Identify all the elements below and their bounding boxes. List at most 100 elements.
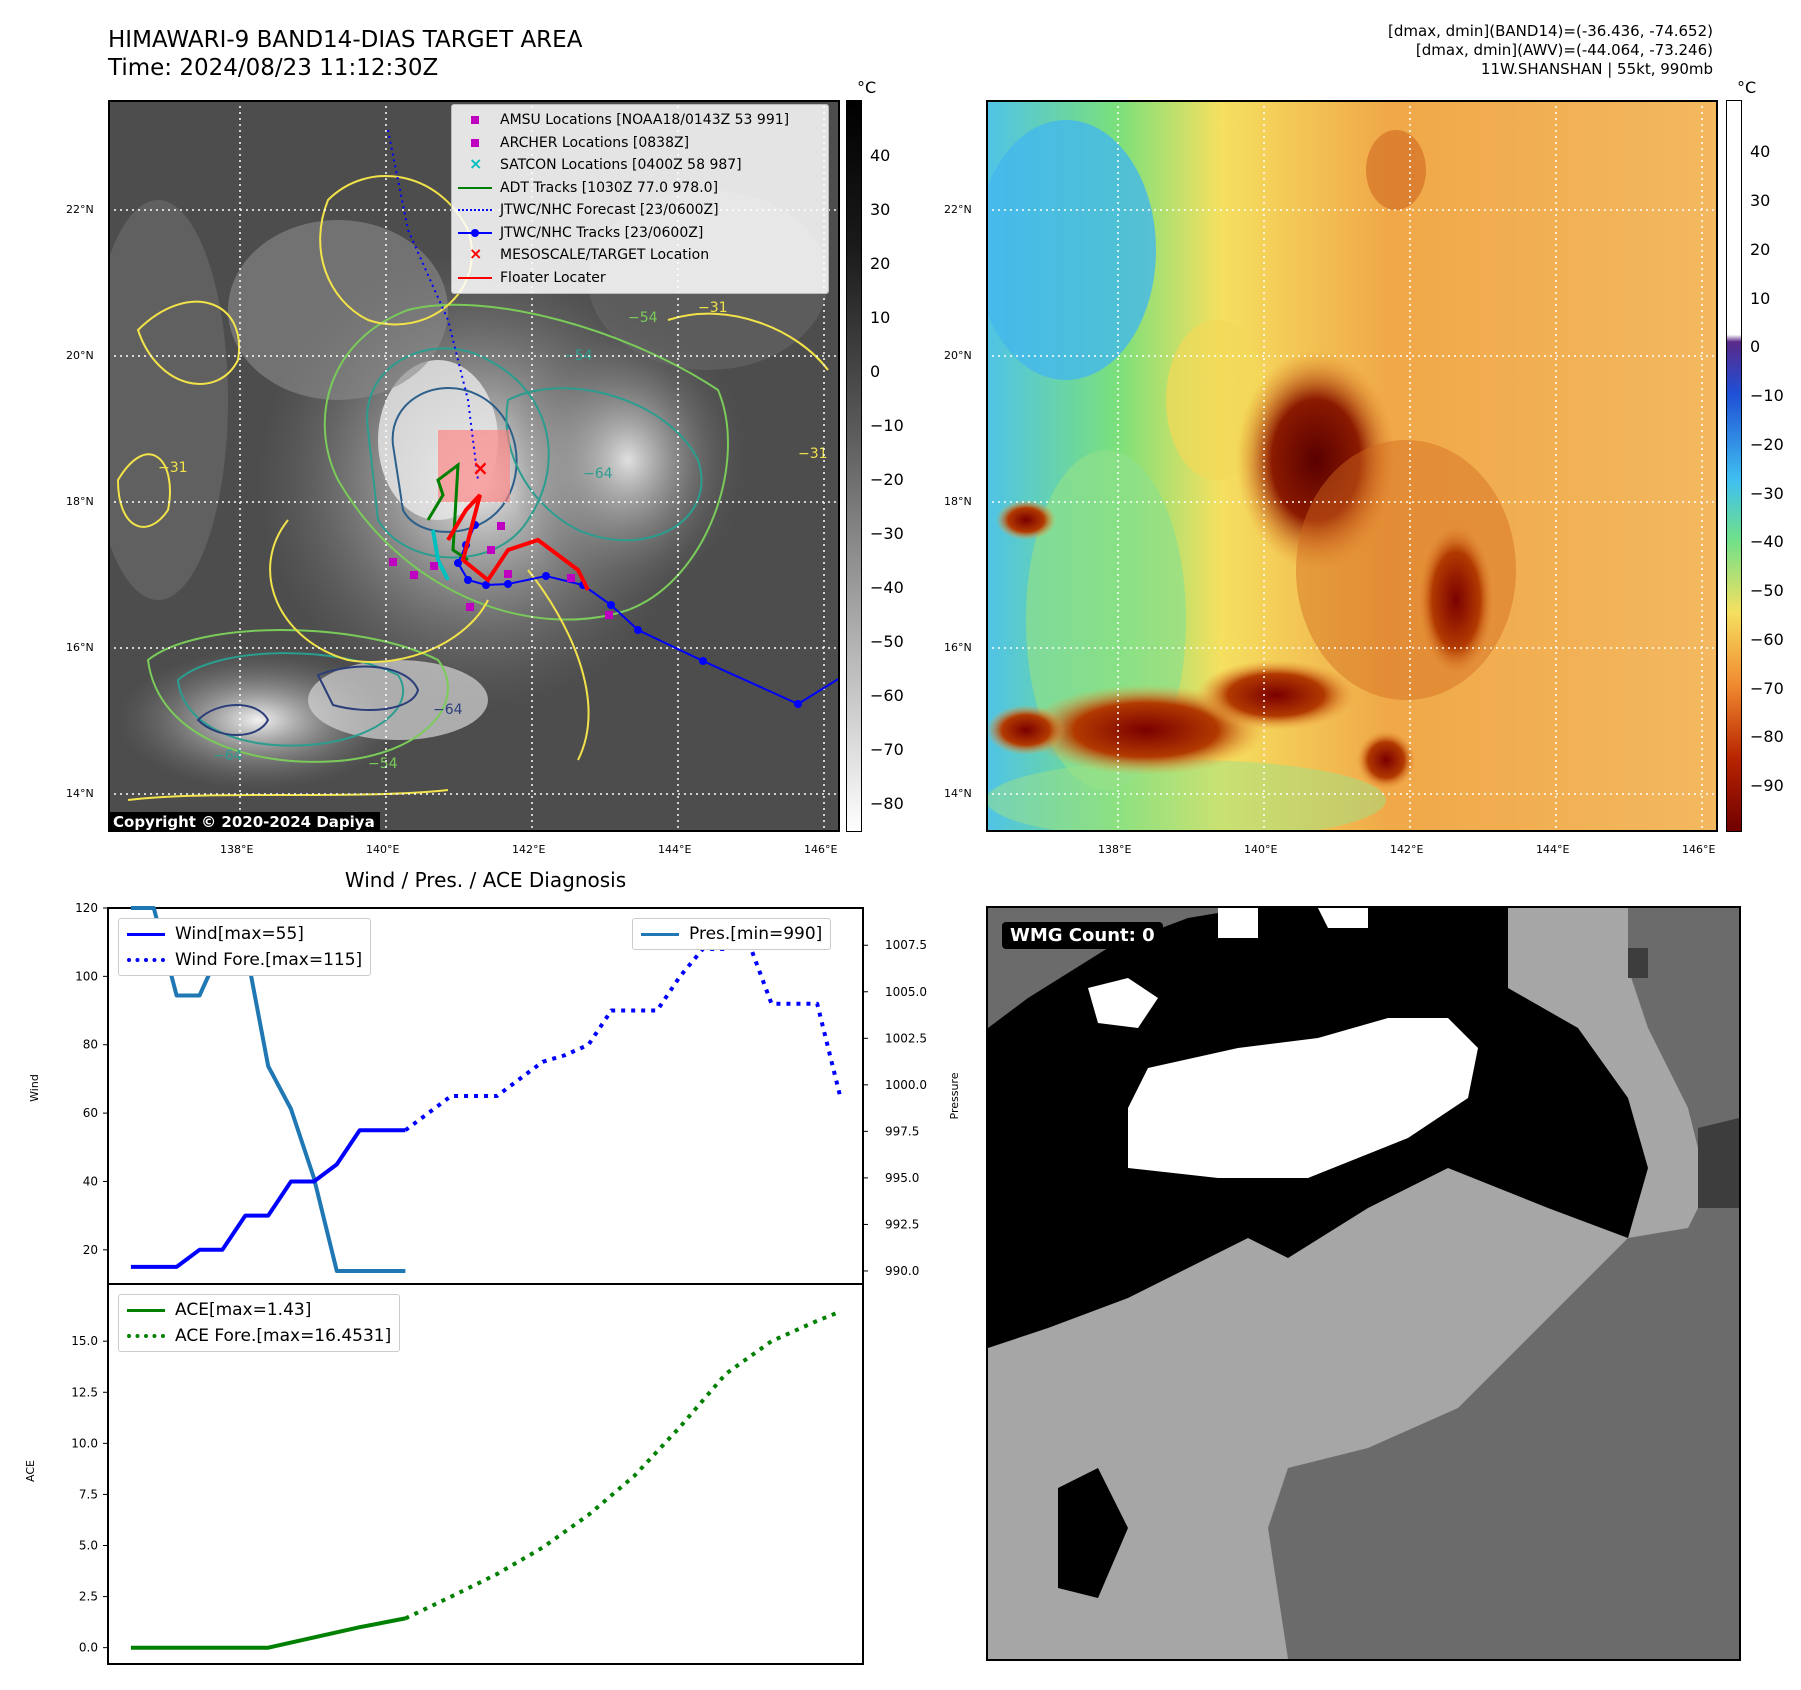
y-tick-label: 60 — [83, 1106, 98, 1120]
storm-meta: [dmax, dmin](BAND14)=(-36.436, -74.652) … — [1388, 22, 1713, 79]
y-tick-label: 0.0 — [79, 1641, 98, 1655]
lat-label: 22°N — [66, 203, 94, 216]
ace-plot-frame — [107, 1283, 864, 1665]
wind-axis-label: Wind — [28, 1074, 41, 1102]
lon-label: 144°E — [658, 843, 692, 856]
lon-label: 138°E — [1098, 843, 1132, 856]
graticule — [986, 100, 1718, 832]
wmg-image — [988, 908, 1739, 1659]
legend-item-wind: Wind[max=55] — [127, 921, 362, 947]
band14-map: −31 −54 −54 −64 −31 −64 −54 −64 −31 — [88, 100, 841, 832]
contour-label: −31 — [698, 300, 728, 316]
line-icon — [458, 181, 492, 195]
lon-label: 142°E — [1390, 843, 1424, 856]
colorbar-tick: 40 — [870, 146, 891, 165]
colorbar-tick: 30 — [870, 200, 891, 219]
legend-item-wind-forecast: Wind Fore.[max=115] — [127, 947, 362, 973]
y-tick-label: 20 — [83, 1243, 98, 1257]
figure-title: HIMAWARI-9 BAND14-DIAS TARGET AREA Time:… — [108, 26, 582, 82]
colorbar-tick: −80 — [1750, 727, 1784, 746]
y-right-tick-label: 990.0 — [885, 1264, 919, 1278]
solid-line-icon — [641, 932, 679, 936]
lon-label: 144°E — [1536, 843, 1570, 856]
legend-item-amsu: AMSU Locations [NOAA18/0143Z 53 991] — [458, 109, 822, 132]
y-right-tick-label: 1005.0 — [885, 985, 927, 999]
dotted-line-icon — [458, 203, 492, 217]
square-marker-icon — [458, 136, 492, 150]
line-icon — [458, 271, 492, 285]
lat-label: 14°N — [944, 787, 972, 800]
contour-label: −64 — [213, 748, 243, 764]
series-line — [130, 1128, 406, 1269]
lon-label: 142°E — [512, 843, 546, 856]
ace-plot: 0.0 2.5 5.0 7.5 10.0 12.5 15.0 — [71, 1283, 864, 1665]
y-right-tick-label: 992.5 — [885, 1217, 919, 1231]
legend-item-jtwc-tracks: JTWC/NHC Tracks [23/0600Z] — [458, 222, 822, 245]
y-right-tick-label: 997.5 — [885, 1124, 919, 1138]
colorbar-tick: 10 — [870, 308, 891, 327]
copyright-badge: Copyright © 2020-2024 Dapiya — [108, 812, 380, 832]
y-right-tick-label: 995.0 — [885, 1171, 919, 1185]
pressure-legend: Pres.[min=990] — [632, 918, 832, 950]
colorbar-tick: −30 — [870, 524, 904, 543]
lat-label: 16°N — [944, 641, 972, 654]
contour-label: −64 — [583, 466, 613, 482]
colorbar-tick: −90 — [1750, 776, 1784, 795]
lon-label: 146°E — [1682, 843, 1716, 856]
legend-item-ace-forecast: ACE Fore.[max=16.4531] — [127, 1323, 391, 1349]
amsu-archer-locations — [389, 522, 613, 619]
lat-label: 20°N — [944, 349, 972, 362]
solid-line-icon — [127, 932, 165, 936]
wmg-panel: WMG Count: 0 — [986, 906, 1741, 1661]
solid-line-icon — [127, 1308, 165, 1312]
colorbar-tick: −80 — [870, 794, 904, 813]
lon-label: 146°E — [804, 843, 838, 856]
contour-label: −54 — [368, 756, 398, 772]
legend-item-target: × MESOSCALE/TARGET Location — [458, 244, 822, 267]
colorbar-tick: 20 — [870, 254, 891, 273]
contour-label: −31 — [798, 446, 828, 462]
y-tick-label: 40 — [83, 1174, 98, 1188]
legend-item-jtwc-forecast: JTWC/NHC Forecast [23/0600Z] — [458, 199, 822, 222]
colorbar-tick: 30 — [1750, 191, 1771, 210]
colorbar-tick: −30 — [1750, 484, 1784, 503]
y-tick-label: 10.0 — [71, 1436, 98, 1450]
y-tick-label: 12.5 — [71, 1385, 98, 1399]
square-marker-icon — [458, 113, 492, 127]
y-tick-label: 100 — [75, 969, 98, 983]
colorbar-unit: °C — [1737, 78, 1757, 97]
y-right-tick-label: 1002.5 — [885, 1031, 927, 1045]
dotted-line-icon — [127, 1334, 165, 1338]
contour-label: −64 — [433, 702, 463, 718]
awv-map-image — [976, 100, 1718, 840]
colorbar-tick: −70 — [1750, 679, 1784, 698]
floater-locater — [446, 493, 590, 591]
y-right-tick-label: 1000.0 — [885, 1078, 927, 1092]
wmg-count-badge: WMG Count: 0 — [1002, 922, 1163, 949]
y-tick-label: 7.5 — [79, 1487, 98, 1501]
band14-colorbar — [846, 100, 862, 832]
colorbar-tick: −20 — [870, 470, 904, 489]
legend-item-archer: ARCHER Locations [0838Z] — [458, 132, 822, 155]
y-tick-label: 80 — [83, 1038, 98, 1052]
wind-pressure-plot: 20 40 60 80 100 120 990.0 992.5 995.0 997.5 1000.0… — [75, 901, 927, 1285]
contour-label: −31 — [158, 460, 188, 476]
title-line-1: HIMAWARI-9 BAND14-DIAS TARGET AREA — [108, 27, 583, 53]
x-marker-icon: × — [469, 244, 483, 264]
colorbar-tick: 0 — [870, 362, 881, 381]
y-tick-label: 15.0 — [71, 1334, 98, 1348]
y-right-tick-label: 1007.5 — [885, 938, 927, 952]
colorbar-tick: −20 — [1750, 435, 1784, 454]
jtwc-forecast-track — [387, 129, 479, 481]
meta-line-1: [dmax, dmin](BAND14)=(-36.436, -74.652) — [1388, 22, 1713, 40]
y-tick-label: 5.0 — [79, 1539, 98, 1553]
colorbar-unit: °C — [857, 78, 877, 97]
lon-label: 138°E — [220, 843, 254, 856]
map-legend: AMSU Locations [NOAA18/0143Z 53 991] ARC… — [451, 104, 829, 294]
dotted-line-icon — [127, 958, 165, 962]
lon-label: 140°E — [1244, 843, 1278, 856]
pressure-axis-label: Pressure — [948, 1072, 960, 1119]
meta-line-2: [dmax, dmin](AWV)=(-44.064, -73.246) — [1415, 41, 1713, 59]
adt-tracks — [426, 461, 469, 562]
jtwc-track-points — [454, 521, 802, 708]
